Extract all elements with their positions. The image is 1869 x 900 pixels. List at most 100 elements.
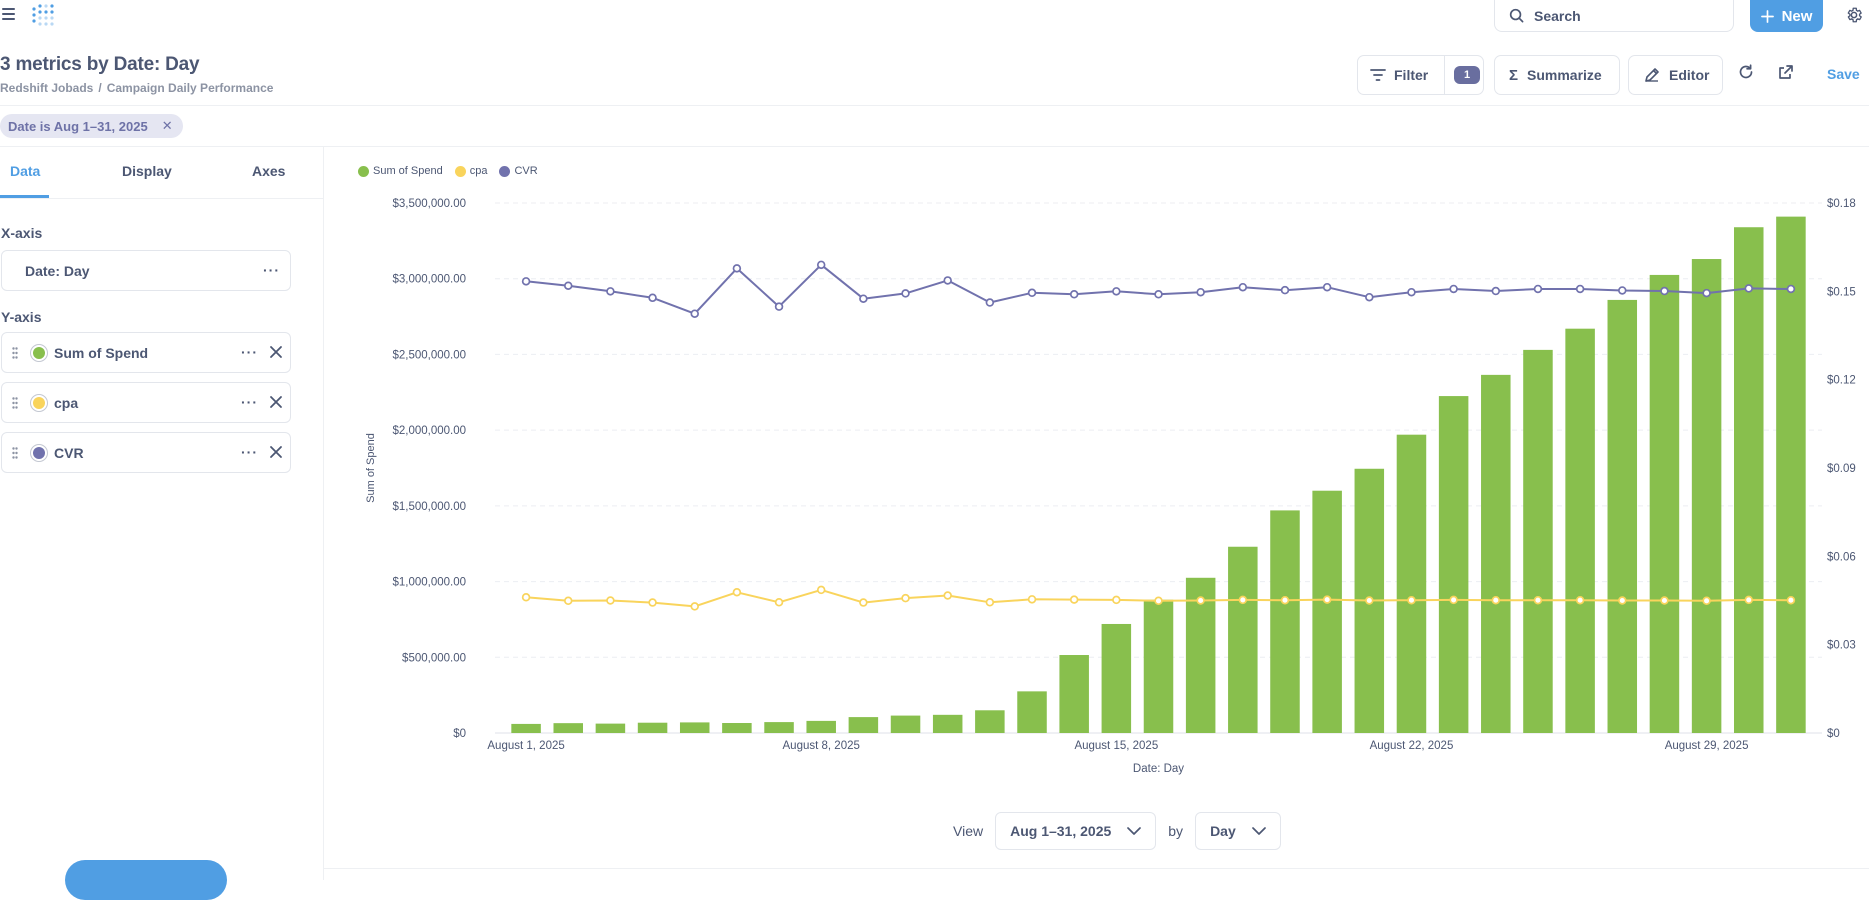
y-right-tick-label: $0 xyxy=(1827,728,1840,740)
data-point xyxy=(1238,595,1248,605)
y-axis-field-cvr[interactable]: CVR ··· xyxy=(1,432,291,473)
bar xyxy=(1776,216,1806,734)
legend-item-cpa[interactable]: cpa xyxy=(454,165,488,177)
data-point xyxy=(1449,595,1458,605)
data-point xyxy=(859,294,868,303)
external-link-icon[interactable] xyxy=(1778,64,1794,80)
drag-handle-icon[interactable] xyxy=(12,447,18,459)
x-axis-title: Date: Day xyxy=(1133,763,1184,775)
bar xyxy=(722,723,752,733)
x-axis-field[interactable]: Date: Day ··· xyxy=(1,250,291,291)
filter-button[interactable]: Filter 1 xyxy=(1357,55,1484,95)
page-title[interactable]: 3 metrics by Date: Day xyxy=(0,54,200,75)
close-icon[interactable] xyxy=(269,395,283,409)
bar xyxy=(1565,328,1595,733)
new-button-label: New xyxy=(1781,7,1813,25)
save-button[interactable]: Save xyxy=(1827,66,1860,82)
summarize-button-label: Summarize xyxy=(1527,67,1602,83)
data-point xyxy=(606,596,615,605)
data-point xyxy=(1786,595,1796,605)
remove-filter-icon[interactable]: ✕ xyxy=(161,118,173,133)
tab-data[interactable]: Data xyxy=(10,163,41,179)
bar xyxy=(595,723,626,733)
y-left-tick-label: $3,000,000.00 xyxy=(392,274,466,286)
y-axis-field-cpa[interactable]: cpa ··· xyxy=(1,382,291,423)
search-bar[interactable]: Search xyxy=(1494,0,1734,32)
question-header: 3 metrics by Date: Day xyxy=(0,54,200,76)
new-button[interactable]: New xyxy=(1750,0,1823,32)
filter-count-badge[interactable]: 1 xyxy=(1454,66,1480,84)
data-point xyxy=(774,598,784,607)
editor-button[interactable]: Editor xyxy=(1628,55,1723,95)
data-point xyxy=(1280,595,1290,605)
y-axis-field-sum-of-spend[interactable]: Sum of Spend ··· xyxy=(1,332,291,373)
bar xyxy=(890,715,921,733)
search-placeholder: Search xyxy=(1534,7,1581,24)
legend-item-cvr[interactable]: CVR xyxy=(499,165,538,177)
data-point xyxy=(1196,287,1205,297)
legend-item-sum-of-spend[interactable]: Sum of Spend xyxy=(358,165,443,177)
bar xyxy=(806,720,836,733)
data-point xyxy=(1407,595,1416,605)
search-icon xyxy=(1509,8,1524,23)
drag-handle-icon[interactable] xyxy=(12,347,18,359)
data-point xyxy=(1533,284,1543,294)
close-icon[interactable] xyxy=(269,345,283,359)
series-color-picker[interactable] xyxy=(30,444,48,462)
data-point xyxy=(1322,595,1332,604)
breadcrumb-database[interactable]: Redshift Jobads xyxy=(0,81,94,95)
legend-label: cpa xyxy=(469,165,488,177)
breadcrumb-table[interactable]: Campaign Daily Performance xyxy=(106,81,274,95)
bar xyxy=(1438,396,1469,733)
data-point xyxy=(943,591,952,600)
data-point xyxy=(1407,287,1416,297)
tab-axes[interactable]: Axes xyxy=(252,163,286,179)
filter-divider-line xyxy=(0,146,1869,147)
tab-display[interactable]: Display xyxy=(122,163,172,179)
metabase-logo-icon[interactable] xyxy=(30,2,58,30)
bar xyxy=(1017,691,1047,733)
data-point xyxy=(732,264,742,273)
more-options-icon[interactable]: ··· xyxy=(241,444,258,460)
close-icon[interactable] xyxy=(269,445,283,459)
data-point xyxy=(648,293,657,303)
bar xyxy=(1312,490,1342,733)
hamburger-menu-icon[interactable] xyxy=(2,8,15,20)
granularity-select[interactable]: Day xyxy=(1195,812,1281,850)
y-left-tick-label: $500,000.00 xyxy=(402,652,466,664)
date-range-select[interactable]: Aug 1–31, 2025 xyxy=(995,812,1157,850)
done-button[interactable] xyxy=(65,860,227,900)
refresh-icon[interactable] xyxy=(1738,64,1754,80)
bar xyxy=(1228,546,1258,733)
sigma-icon: Σ xyxy=(1509,66,1519,84)
date-filter-pill[interactable]: Date is Aug 1–31, 2025 ✕ xyxy=(0,114,183,138)
data-point xyxy=(563,596,573,606)
editor-button-label: Editor xyxy=(1669,67,1710,83)
bar xyxy=(848,717,879,733)
y-right-tick-label: $0.03 xyxy=(1827,640,1856,652)
gear-icon[interactable] xyxy=(1845,6,1863,24)
series-color-picker[interactable] xyxy=(30,344,48,362)
chevron-down-icon xyxy=(1127,827,1142,835)
series-color-picker[interactable] xyxy=(30,394,48,412)
bar xyxy=(1270,510,1300,733)
view-controls: View Aug 1–31, 2025 by Day xyxy=(953,812,1281,850)
data-point xyxy=(1744,284,1754,293)
bar xyxy=(1607,299,1638,733)
data-point xyxy=(1575,284,1585,294)
bar xyxy=(1649,274,1680,733)
data-point xyxy=(648,598,657,607)
bar xyxy=(1523,349,1553,733)
drag-handle-icon[interactable] xyxy=(12,397,18,409)
bar xyxy=(1059,655,1089,733)
bar xyxy=(553,723,583,733)
more-options-icon[interactable]: ··· xyxy=(241,344,258,360)
summarize-button[interactable]: Σ Summarize xyxy=(1494,55,1620,95)
more-options-icon[interactable]: ··· xyxy=(263,262,280,278)
data-point xyxy=(1154,596,1163,606)
data-point xyxy=(1491,286,1501,296)
data-point xyxy=(1069,290,1079,299)
more-options-icon[interactable]: ··· xyxy=(241,394,258,410)
y-right-tick-label: $0.18 xyxy=(1827,198,1856,210)
data-point xyxy=(1365,292,1374,302)
